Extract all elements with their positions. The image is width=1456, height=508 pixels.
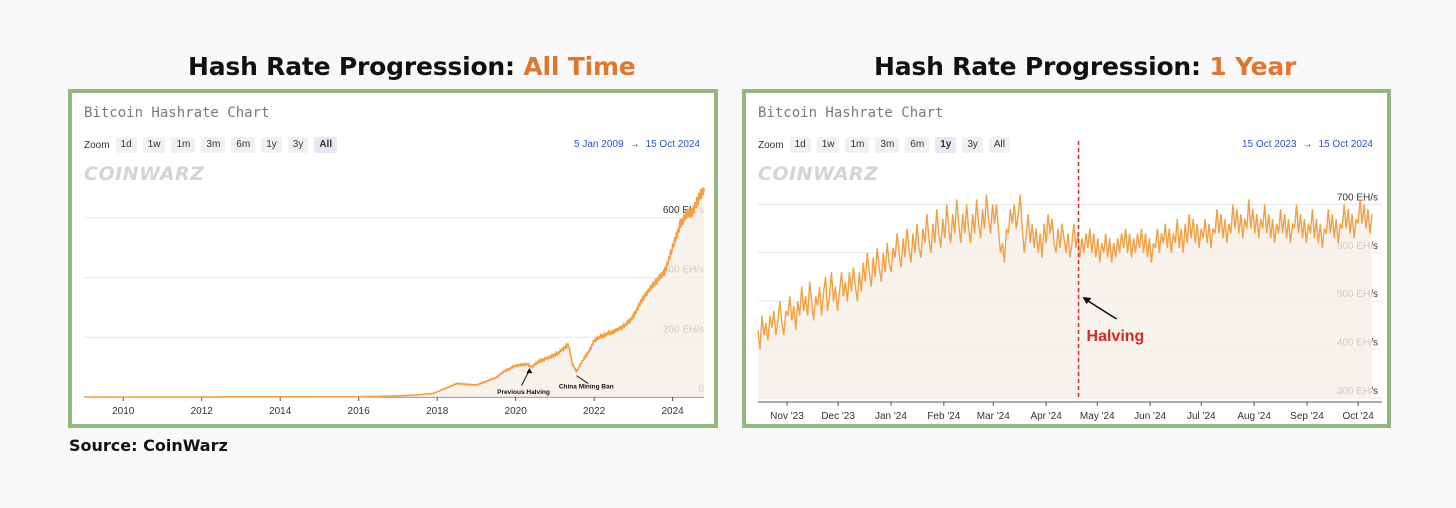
- x-tick-label: Apr '24: [1030, 411, 1062, 422]
- right-chart-heading: Hash Rate Progression: 1 Year: [874, 48, 1296, 86]
- zoom-button-3m[interactable]: 3m: [201, 137, 226, 153]
- x-tick-label: Jun '24: [1134, 411, 1166, 422]
- coinwarz-watermark-logo: COINWARZ: [84, 163, 205, 185]
- series-area: [84, 187, 704, 397]
- halving-label: Halving: [1087, 328, 1145, 345]
- zoom-button-3m[interactable]: 3m: [875, 137, 900, 153]
- range-arrow: →: [629, 139, 640, 150]
- one-year-hashrate-chart[interactable]: 300 EH/s400 EH/s500 EH/s600 EH/s700 EH/s…: [746, 93, 1387, 424]
- zoom-bar: Zoom 1d 1w 1m 3m 6m 1y 3y All: [84, 137, 343, 153]
- range-from[interactable]: 5 Jan 2009: [574, 139, 624, 150]
- annotation-china-mining-ban: China Mining Ban: [559, 384, 614, 391]
- zoom-button-1d[interactable]: 1d: [789, 137, 811, 153]
- one-year-chart-panel: Bitcoin Hashrate Chart Zoom 1d 1w 1m 3m 6m 1y…: [742, 89, 1391, 428]
- zoom-label: Zoom: [84, 139, 110, 151]
- x-tick-label: Sep '24: [1290, 411, 1324, 422]
- x-tick-label: May '24: [1080, 411, 1115, 422]
- date-range: 15 Oct 2023 → 15 Oct 2024: [1242, 139, 1373, 150]
- zoom-button-1w[interactable]: 1w: [142, 137, 166, 153]
- x-tick-label: 2020: [505, 406, 528, 417]
- chart-title: Bitcoin Hashrate Chart: [84, 105, 270, 121]
- annotation-arrow: [576, 375, 589, 384]
- y-tick-label: 600 EH/s: [663, 205, 704, 216]
- hashrate-series-line: [757, 194, 1373, 350]
- zoom-button-3y[interactable]: 3y: [287, 137, 309, 153]
- right-heading-accent: 1 Year: [1209, 52, 1297, 81]
- x-tick-label: Dec '23: [821, 411, 855, 422]
- x-tick-label: 2014: [269, 406, 292, 417]
- series-area: [758, 194, 1372, 398]
- zoom-button-All[interactable]: All: [988, 137, 1011, 153]
- zoom-button-1y[interactable]: 1y: [935, 137, 957, 153]
- right-heading-prefix: Hash Rate Progression:: [874, 52, 1210, 81]
- left-chart-heading: Hash Rate Progression: All Time: [188, 48, 636, 86]
- halving-arrow: [1086, 299, 1117, 320]
- zoom-button-6m[interactable]: 6m: [231, 137, 256, 153]
- coinwarz-watermark-logo: COINWARZ: [758, 163, 879, 185]
- x-tick-label: Nov '23: [770, 411, 804, 422]
- zoom-button-1m[interactable]: 1m: [171, 137, 196, 153]
- annotation-arrowhead: [526, 368, 533, 374]
- y-tick-label: 700 EH/s: [1337, 192, 1378, 203]
- x-tick-label: Aug '24: [1237, 411, 1271, 422]
- source-note: Source: CoinWarz: [69, 436, 228, 455]
- x-tick-label: 2018: [426, 406, 449, 417]
- range-arrow: →: [1302, 139, 1313, 150]
- annotation-previous-halving: Previous Halving: [497, 389, 550, 396]
- x-tick-label: Mar '24: [977, 411, 1010, 422]
- x-tick-label: Jan '24: [875, 411, 907, 422]
- all-time-hashrate-chart[interactable]: 0200 EH/s400 EH/s600 EH/s201020122014201…: [72, 93, 714, 424]
- zoom-button-1w[interactable]: 1w: [816, 137, 840, 153]
- x-tick-label: Feb '24: [927, 411, 960, 422]
- chart-title: Bitcoin Hashrate Chart: [758, 105, 944, 121]
- x-tick-label: 2010: [112, 406, 135, 417]
- all-time-chart-panel: Bitcoin Hashrate Chart Zoom 1d 1w 1m 3m 6m 1y…: [68, 89, 718, 428]
- x-tick-label: Oct '24: [1342, 411, 1374, 422]
- zoom-button-All[interactable]: All: [314, 137, 338, 153]
- zoom-button-1m[interactable]: 1m: [845, 137, 870, 153]
- zoom-label: Zoom: [758, 139, 784, 151]
- zoom-button-6m[interactable]: 6m: [905, 137, 930, 153]
- x-tick-label: 2024: [661, 406, 684, 417]
- zoom-buttons: 1d 1w 1m 3m 6m 1y 3y All: [789, 137, 1016, 153]
- range-from[interactable]: 15 Oct 2023: [1242, 139, 1297, 150]
- zoom-button-1d[interactable]: 1d: [115, 137, 137, 153]
- range-to[interactable]: 15 Oct 2024: [645, 139, 700, 150]
- x-tick-label: 2016: [348, 406, 371, 417]
- x-tick-label: 2022: [583, 406, 606, 417]
- range-to[interactable]: 15 Oct 2024: [1318, 139, 1373, 150]
- zoom-bar: Zoom 1d 1w 1m 3m 6m 1y 3y All: [758, 137, 1016, 153]
- zoom-buttons: 1d 1w 1m 3m 6m 1y 3y All: [115, 137, 344, 153]
- zoom-button-3y[interactable]: 3y: [962, 137, 983, 153]
- date-range: 5 Jan 2009 → 15 Oct 2024: [574, 139, 700, 150]
- x-tick-label: 2012: [191, 406, 214, 417]
- left-heading-accent: All Time: [523, 52, 636, 81]
- hashrate-series-line: [84, 187, 705, 398]
- halving-arrowhead: [1082, 297, 1092, 304]
- zoom-button-1y[interactable]: 1y: [261, 137, 282, 153]
- x-tick-label: Jul '24: [1187, 411, 1216, 422]
- left-heading-prefix: Hash Rate Progression:: [188, 52, 524, 81]
